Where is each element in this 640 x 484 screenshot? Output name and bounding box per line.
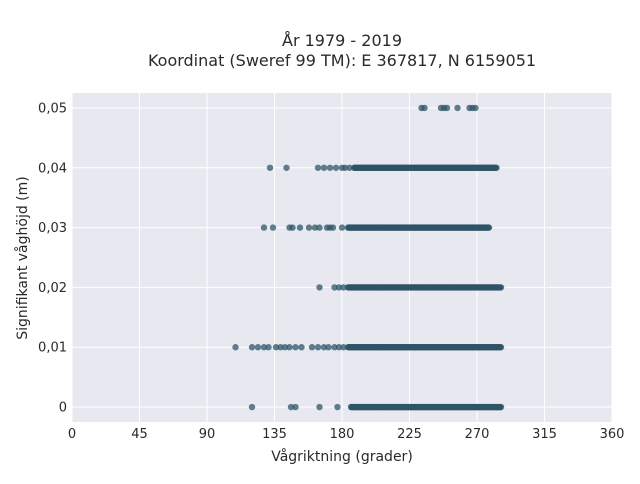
y-tick-label: 0,03 xyxy=(38,221,67,236)
data-point xyxy=(320,344,328,351)
y-axis-label: Signifikant våghöjd (m) xyxy=(14,176,31,339)
data-point xyxy=(265,344,272,351)
y-axis-ticks: 0 0,01 0,02 0,03 0,04 0,05 xyxy=(38,101,67,415)
data-point xyxy=(260,344,268,351)
data-point xyxy=(277,344,284,351)
data-point xyxy=(283,164,290,171)
data-point xyxy=(421,104,428,112)
data-point xyxy=(335,344,343,351)
data-point xyxy=(493,164,500,171)
data-point xyxy=(472,104,479,112)
x-axis-ticks: 0 45 90 135 180 225 270 315 360 xyxy=(68,427,625,442)
x-tick-label: 270 xyxy=(465,427,490,442)
data-point xyxy=(325,344,332,351)
x-tick-label: 180 xyxy=(330,427,355,442)
data-point xyxy=(340,344,347,351)
data-point xyxy=(286,344,293,351)
data-point xyxy=(320,164,328,171)
y-tick-label: 0,02 xyxy=(38,281,67,296)
x-tick-label: 135 xyxy=(262,427,287,442)
data-point xyxy=(232,344,239,351)
data-point xyxy=(316,284,323,291)
x-tick-label: 0 xyxy=(68,427,76,442)
data-point xyxy=(340,284,347,291)
data-point xyxy=(248,344,256,351)
data-point xyxy=(346,164,353,171)
data-point xyxy=(443,104,451,112)
x-tick-label: 45 xyxy=(131,427,148,442)
x-tick-label: 90 xyxy=(199,427,216,442)
data-point xyxy=(298,344,305,351)
data-point xyxy=(296,224,304,231)
data-point xyxy=(272,344,280,351)
data-point xyxy=(254,344,262,351)
data-point xyxy=(308,344,316,351)
data-point xyxy=(305,224,313,231)
data-point xyxy=(289,224,296,231)
data-point xyxy=(281,344,289,351)
data-point xyxy=(269,224,277,231)
data-point xyxy=(331,284,338,291)
data-point xyxy=(454,104,461,112)
data-point xyxy=(338,224,346,231)
data-point xyxy=(316,224,323,231)
chart-title: År 1979 - 2019 xyxy=(282,31,402,50)
x-tick-label: 315 xyxy=(532,427,557,442)
y-tick-label: 0,05 xyxy=(38,101,67,116)
data-point xyxy=(314,164,322,171)
data-point xyxy=(292,403,299,411)
data-point xyxy=(260,224,268,231)
y-tick-label: 0,01 xyxy=(38,341,67,356)
data-point xyxy=(334,403,341,411)
chart-subtitle: Koordinat (Sweref 99 TM): E 367817, N 61… xyxy=(148,51,536,70)
data-point xyxy=(497,403,505,411)
x-tick-label: 225 xyxy=(397,427,422,442)
data-point xyxy=(248,403,256,411)
data-point xyxy=(329,224,337,231)
data-point xyxy=(266,164,274,171)
data-points xyxy=(232,104,505,411)
data-point xyxy=(311,224,319,231)
data-point xyxy=(341,164,349,171)
x-axis-label: Vågriktning (grader) xyxy=(271,448,413,465)
data-point xyxy=(314,344,322,351)
y-tick-label: 0,04 xyxy=(38,161,67,176)
data-point xyxy=(497,344,505,351)
data-point xyxy=(332,164,340,171)
data-point xyxy=(335,284,343,291)
data-point xyxy=(497,284,505,291)
data-point xyxy=(292,344,299,351)
data-point xyxy=(326,164,334,171)
y-tick-label: 0 xyxy=(59,401,67,416)
x-tick-label: 360 xyxy=(600,427,625,442)
data-point xyxy=(485,224,493,231)
data-point xyxy=(316,403,323,411)
data-point xyxy=(331,344,338,351)
data-point xyxy=(287,403,295,411)
